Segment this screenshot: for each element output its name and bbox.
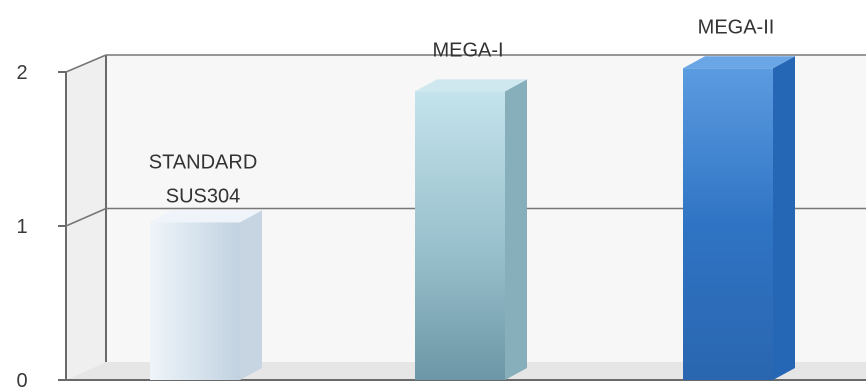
bar-standard-sus304-front — [150, 222, 240, 380]
bar-standard-sus304 — [150, 210, 262, 380]
y-tick-label: 0 — [16, 370, 27, 389]
bar-mega-ii — [683, 56, 795, 381]
category-label: MEGA-II — [698, 16, 775, 38]
gridline-side — [65, 207, 107, 227]
y-tick-label: 1 — [16, 216, 27, 238]
bar-mega-i-front — [415, 91, 505, 381]
gridline-side — [65, 54, 107, 73]
bar-mega-ii-front — [683, 68, 773, 381]
bar-mega-i — [415, 79, 527, 381]
bars: STANDARD SUS304 MEGA-I MEGA-II — [149, 16, 795, 381]
bar-mega-i-side — [505, 79, 527, 381]
bar-standard-sus304-top — [150, 210, 262, 223]
y-tick-label: 2 — [16, 62, 27, 84]
category-label: MEGA-I — [432, 39, 503, 61]
y-axis-ticks: 0 1 2 — [16, 62, 66, 389]
bar-mega-ii-side — [773, 56, 795, 381]
bar-standard-sus304-side — [240, 210, 262, 380]
category-label: STANDARD SUS304 — [149, 151, 258, 207]
bar-mega-ii-top — [683, 56, 795, 69]
bar-mega-i-top — [415, 79, 527, 92]
